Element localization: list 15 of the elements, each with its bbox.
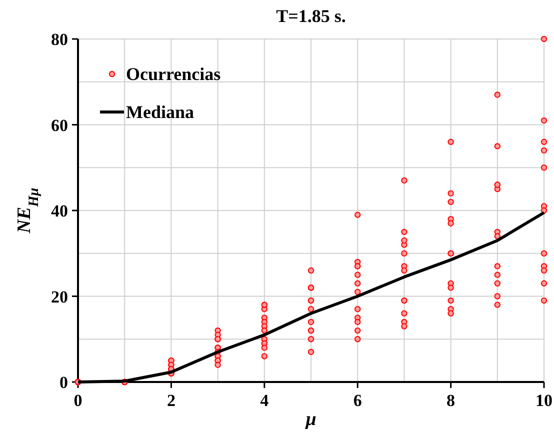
y-tick-label: 40	[51, 202, 68, 220]
x-tick-label: 6	[353, 391, 362, 410]
x-tick-label: 10	[536, 391, 552, 410]
x-tick-label: 8	[446, 391, 456, 410]
x-tick-label: 4	[260, 391, 270, 410]
x-tick-label: 0	[74, 391, 82, 410]
x-tick-label: 2	[166, 391, 176, 410]
y-tick-label: 20	[51, 287, 68, 306]
x-axis-title: μ	[304, 409, 316, 430]
chart-title: T=1.85 s.	[276, 6, 346, 26]
legend-label: Ocurrencias	[126, 64, 221, 84]
y-tick-label: 80	[51, 30, 68, 49]
y-tick-label: 60	[51, 116, 68, 135]
legend-label: Mediana	[126, 102, 194, 122]
y-tick-label: 0	[60, 373, 68, 392]
